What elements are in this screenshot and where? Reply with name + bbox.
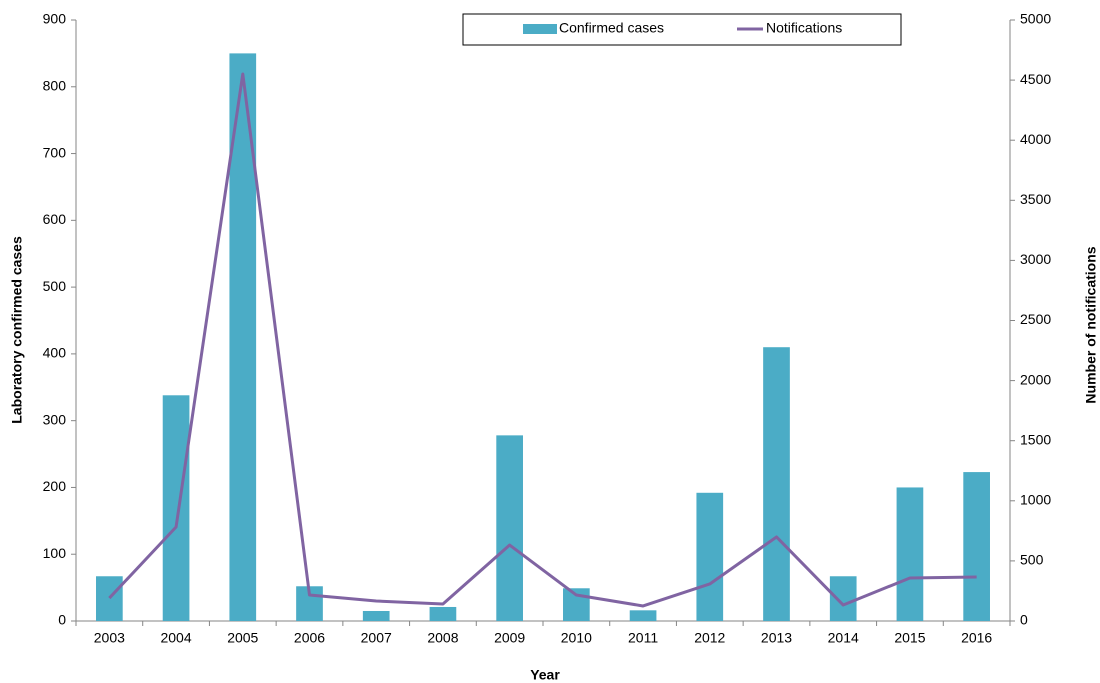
x-tick-label: 2016 bbox=[961, 630, 992, 646]
bar bbox=[429, 606, 457, 621]
legend-swatch bbox=[523, 24, 557, 34]
bar bbox=[496, 435, 523, 621]
bar bbox=[896, 487, 924, 621]
line bbox=[108, 72, 977, 608]
y-tick-label: 100 bbox=[43, 545, 67, 561]
legend-label: Confirmed cases bbox=[559, 20, 664, 36]
y-tick-label: 800 bbox=[43, 77, 67, 93]
x-tick-label: 2011 bbox=[628, 630, 658, 646]
y2-tick-label: 2500 bbox=[1020, 311, 1051, 327]
y2-tick-label: 3000 bbox=[1020, 251, 1051, 267]
y-tick-label: 300 bbox=[43, 411, 67, 427]
y2-tick-label: 4000 bbox=[1020, 131, 1051, 147]
x-tick-label: 2004 bbox=[160, 630, 191, 646]
x-tick-label: 2013 bbox=[761, 630, 792, 646]
bar bbox=[763, 347, 790, 621]
y-tick-label: 900 bbox=[43, 11, 67, 27]
x-tick-label: 2009 bbox=[494, 630, 525, 646]
y-axis-title: Laboratory confirmed cases bbox=[9, 236, 25, 424]
y2-axis-title: Number of notifications bbox=[1083, 246, 1099, 403]
y2-tick-label: 5000 bbox=[1020, 11, 1051, 27]
y2-tick-label: 3500 bbox=[1020, 191, 1051, 207]
y-tick-label: 600 bbox=[43, 211, 67, 227]
bar bbox=[829, 576, 857, 621]
y-tick-label: 400 bbox=[43, 345, 67, 361]
x-tick-label: 2003 bbox=[94, 630, 125, 646]
y2-tick-label: 2000 bbox=[1020, 371, 1051, 387]
y2-tick-label: 500 bbox=[1020, 552, 1044, 568]
x-tick-label: 2014 bbox=[828, 630, 859, 646]
bar bbox=[162, 395, 190, 621]
x-tick-label: 2010 bbox=[561, 630, 592, 646]
bar bbox=[96, 576, 123, 621]
x-tick-label: 2012 bbox=[694, 630, 725, 646]
bar bbox=[696, 492, 724, 621]
x-tick-label: 2005 bbox=[227, 630, 258, 646]
y-tick-label: 500 bbox=[43, 278, 67, 294]
x-tick-label: 2008 bbox=[427, 630, 458, 646]
y-tick-label: 0 bbox=[58, 612, 66, 628]
x-tick-label: 2007 bbox=[361, 630, 392, 646]
x-tick-label: 2015 bbox=[894, 630, 925, 646]
y2-tick-label: 4500 bbox=[1020, 71, 1051, 87]
y-tick-label: 200 bbox=[43, 478, 67, 494]
y2-tick-label: 1500 bbox=[1020, 431, 1051, 447]
bar bbox=[362, 610, 390, 621]
bar bbox=[963, 472, 990, 621]
y2-tick-label: 0 bbox=[1020, 612, 1028, 628]
y2-tick-label: 1000 bbox=[1020, 492, 1051, 508]
legend-label: Notifications bbox=[766, 20, 842, 36]
x-axis-title: Year bbox=[530, 667, 560, 683]
y-tick-label: 700 bbox=[43, 144, 67, 160]
x-tick-label: 2006 bbox=[294, 630, 325, 646]
bar bbox=[629, 610, 657, 621]
